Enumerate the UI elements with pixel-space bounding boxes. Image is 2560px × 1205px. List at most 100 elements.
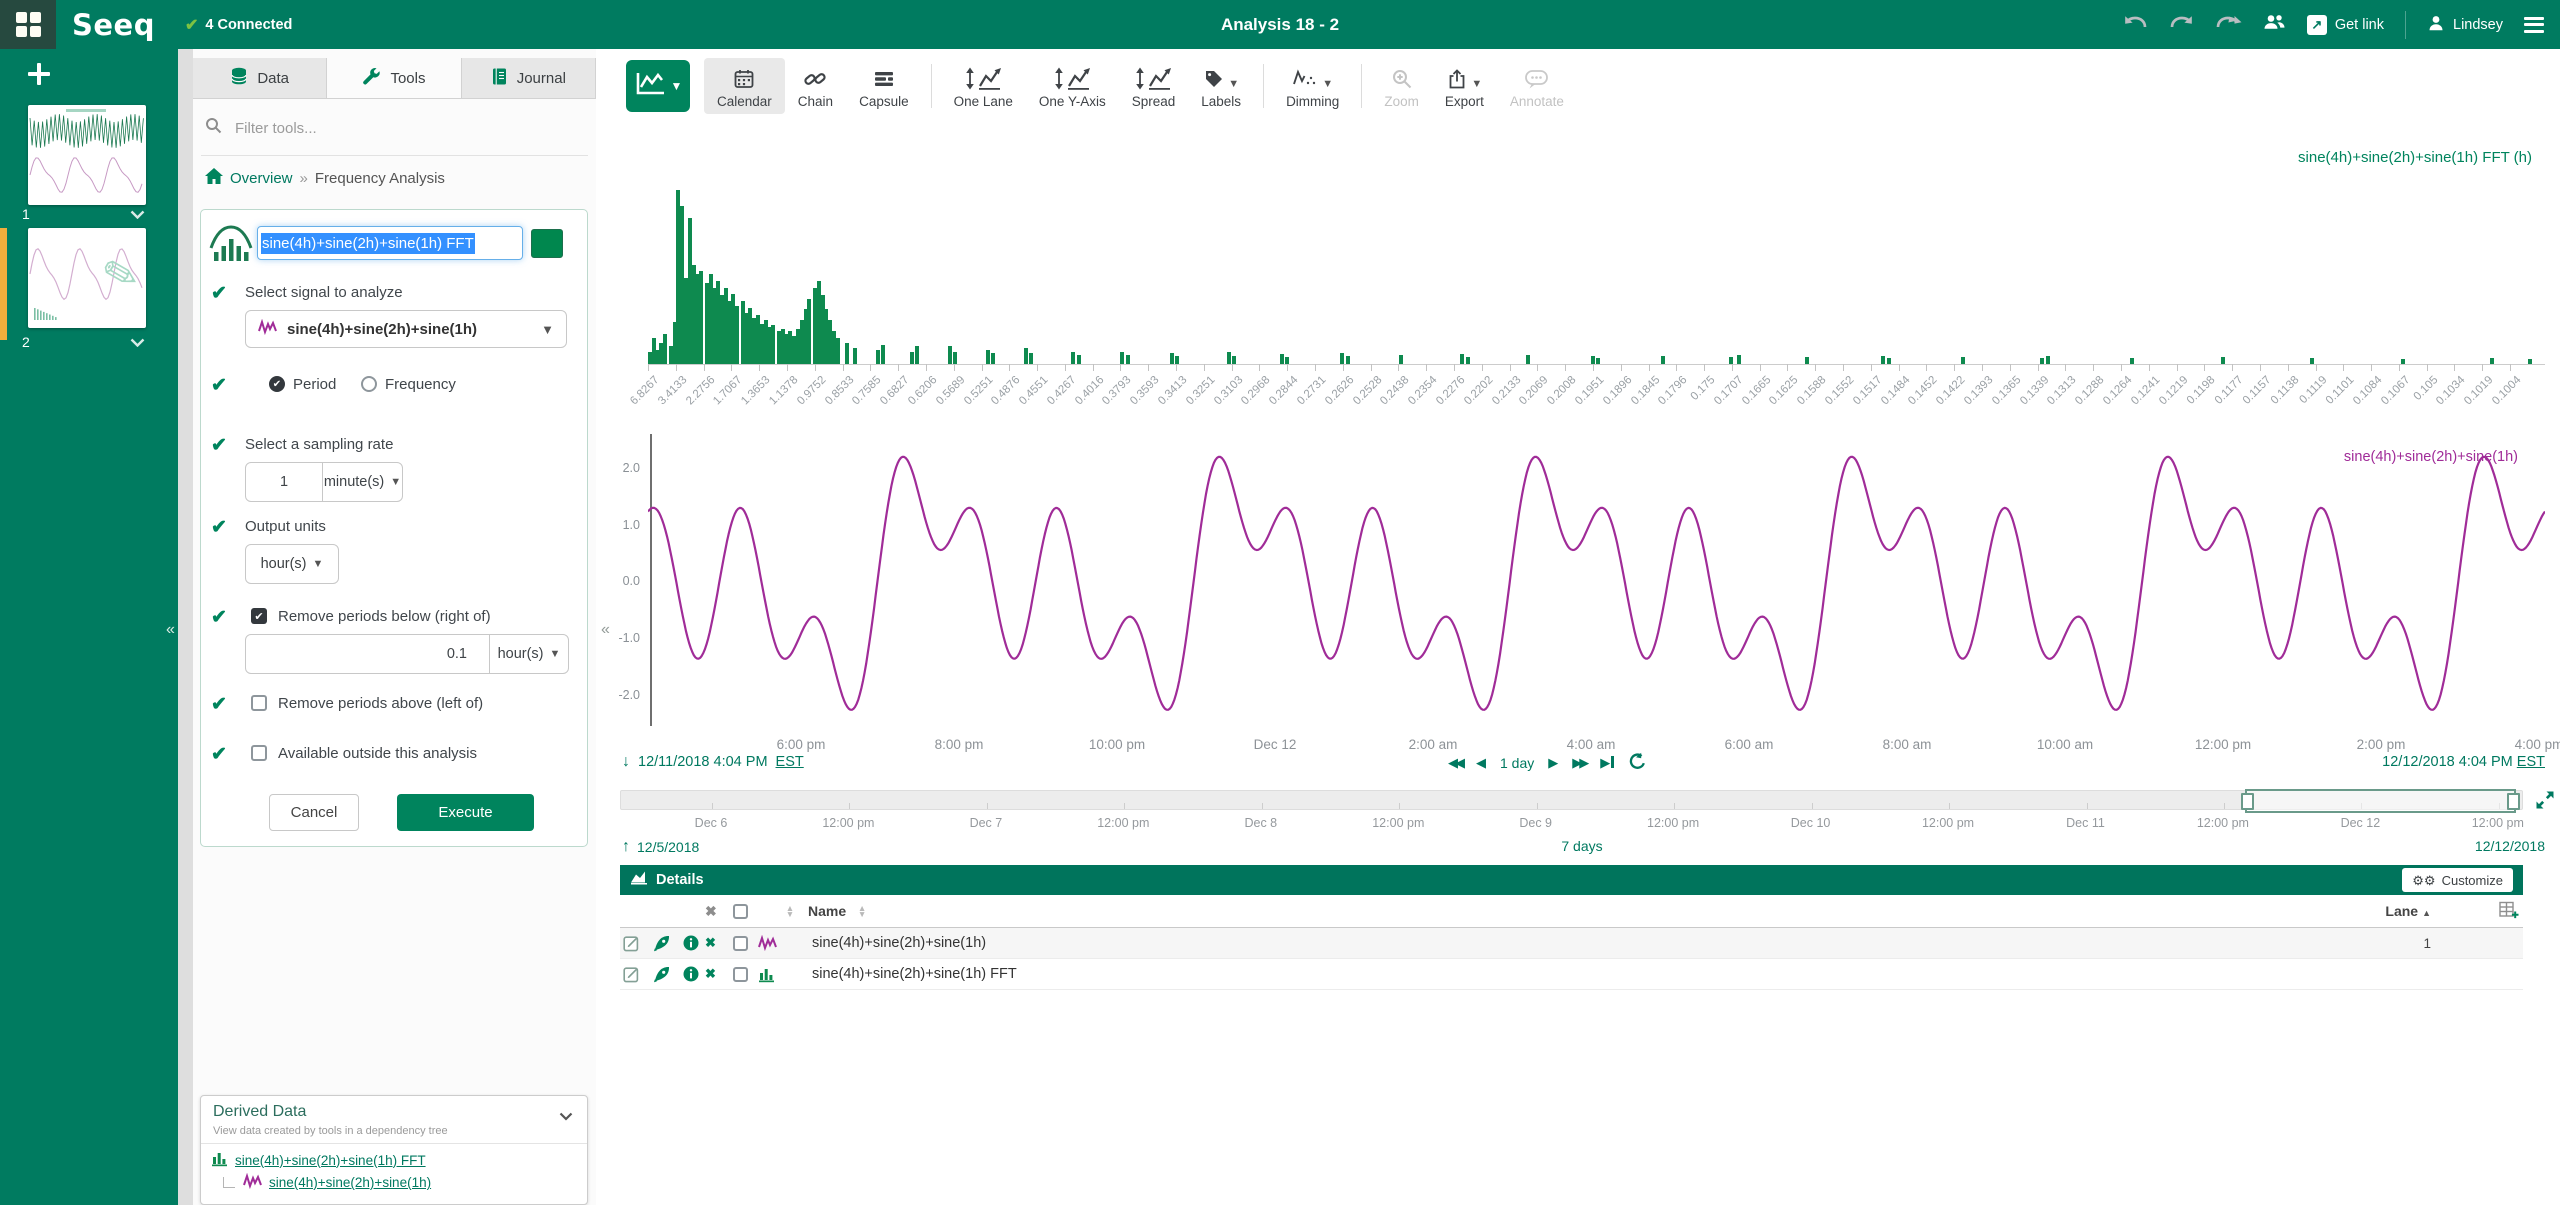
- fft-bar[interactable]: [784, 334, 789, 364]
- fft-bar[interactable]: [727, 300, 732, 364]
- fft-bar[interactable]: [807, 298, 812, 364]
- range-duration-link[interactable]: 1 day: [1500, 755, 1535, 771]
- home-grid-button[interactable]: [0, 0, 56, 49]
- name-column-header[interactable]: Name: [808, 903, 847, 919]
- edit-icon[interactable]: [623, 965, 653, 983]
- fft-bar[interactable]: [824, 309, 829, 364]
- fft-bar[interactable]: [767, 327, 772, 364]
- fft-bar[interactable]: [1660, 356, 1665, 364]
- signal-line-chart[interactable]: [647, 434, 2546, 726]
- fft-bar[interactable]: [1346, 356, 1350, 364]
- timezone-link[interactable]: EST: [2516, 754, 2545, 770]
- derived-item-link[interactable]: sine(4h)+sine(2h)+sine(1h): [269, 1175, 432, 1190]
- remove-below-input[interactable]: 0.1: [446, 646, 467, 662]
- forward-all-icon[interactable]: [2215, 12, 2242, 37]
- fft-bar[interactable]: [799, 320, 804, 364]
- sort-icon[interactable]: ▲ ▼: [785, 902, 795, 919]
- fft-bar[interactable]: [680, 205, 685, 364]
- step-forward-full-icon[interactable]: ▶▶: [1572, 755, 1589, 770]
- chevron-down-icon[interactable]: [130, 334, 145, 352]
- step-to-end-icon[interactable]: ▶: [1600, 755, 1615, 771]
- range-selector[interactable]: [2241, 789, 2520, 813]
- fft-bar[interactable]: [1226, 351, 1231, 364]
- fft-bar[interactable]: [816, 281, 821, 364]
- fft-bar[interactable]: [1175, 356, 1180, 364]
- toolbar-button-dimming[interactable]: ▼ Dimming: [1273, 58, 1352, 114]
- fft-bar[interactable]: [744, 313, 749, 364]
- remove-above-checkbox[interactable]: [251, 695, 267, 711]
- toolbar-button-capsule[interactable]: Capsule: [846, 58, 922, 114]
- remove-below-checkbox[interactable]: ✔: [251, 608, 267, 624]
- fft-bar[interactable]: [792, 335, 797, 364]
- remove-all-icon[interactable]: ✖: [705, 902, 717, 919]
- fft-bar[interactable]: [1070, 351, 1075, 364]
- toolbar-button-one-lane[interactable]: One Lane: [941, 58, 1026, 114]
- home-icon[interactable]: [205, 168, 223, 188]
- available-outside-checkbox[interactable]: [251, 745, 267, 761]
- refresh-icon[interactable]: [1628, 752, 1647, 774]
- fft-bar[interactable]: [2220, 357, 2225, 364]
- redo-icon[interactable]: [2169, 12, 2194, 37]
- signal-series-label[interactable]: sine(4h)+sine(2h)+sine(1h): [2343, 449, 2518, 465]
- worksheet-thumbnail-1[interactable]: [28, 105, 146, 205]
- fft-bar[interactable]: [735, 305, 740, 364]
- toolbar-button-one-y-axis[interactable]: One Y-Axis: [1026, 58, 1119, 114]
- chevron-down-icon[interactable]: [559, 1108, 573, 1126]
- fft-bar[interactable]: [704, 283, 709, 364]
- sampling-unit-select[interactable]: minute(s) ▼: [322, 463, 402, 501]
- color-swatch[interactable]: [531, 229, 563, 258]
- collapse-sidebar-icon[interactable]: «: [166, 621, 175, 638]
- select-all-checkbox[interactable]: [733, 903, 748, 919]
- filter-tools-input[interactable]: [233, 118, 584, 138]
- step-back-icon[interactable]: ◀: [1476, 755, 1486, 770]
- fft-bar[interactable]: [720, 295, 724, 364]
- cancel-button[interactable]: Cancel: [269, 794, 359, 831]
- breadcrumb-overview-link[interactable]: Overview: [230, 169, 293, 187]
- fft-bar[interactable]: [1399, 355, 1404, 364]
- toolbar-button-export[interactable]: ▼ Export: [1432, 58, 1497, 114]
- fft-bar[interactable]: [875, 349, 880, 364]
- fft-bar[interactable]: [687, 217, 692, 364]
- frequency-radio[interactable]: [361, 376, 377, 392]
- collaborators-icon[interactable]: [2263, 13, 2286, 36]
- chevron-down-icon[interactable]: [130, 206, 145, 224]
- fft-bar[interactable]: [1729, 357, 1734, 364]
- hamburger-menu[interactable]: [2524, 13, 2544, 36]
- fft-bar[interactable]: [831, 330, 836, 364]
- fft-bar[interactable]: [803, 309, 808, 364]
- fft-bar[interactable]: [699, 270, 704, 364]
- fft-bar[interactable]: [947, 346, 952, 364]
- fft-bar[interactable]: [1279, 354, 1284, 364]
- step-forward-icon[interactable]: ▶: [1548, 755, 1559, 770]
- output-units-select[interactable]: hour(s) ▼: [245, 544, 339, 584]
- fft-bar[interactable]: [1526, 355, 1531, 364]
- fft-bar[interactable]: [2040, 358, 2045, 364]
- toolbar-button-spread[interactable]: Spread: [1119, 58, 1189, 114]
- rocket-icon[interactable]: [653, 935, 683, 952]
- fft-bar[interactable]: [651, 337, 656, 364]
- fft-bar[interactable]: [695, 274, 700, 364]
- display-range-start[interactable]: ↓ 12/11/2018 4:04 PM EST: [622, 753, 804, 770]
- fft-bar[interactable]: [1023, 348, 1028, 364]
- fft-bar[interactable]: [647, 351, 652, 364]
- edit-icon[interactable]: [623, 934, 653, 952]
- tab-tools[interactable]: Tools: [327, 58, 462, 98]
- fft-bar[interactable]: [771, 325, 776, 364]
- tab-journal[interactable]: Journal: [461, 58, 596, 98]
- tab-data[interactable]: Data: [193, 58, 328, 98]
- lane-column-header[interactable]: Lane ▲: [2385, 903, 2431, 919]
- fft-bar[interactable]: [820, 295, 825, 364]
- result-name-input[interactable]: sine(4h)+sine(2h)+sine(1h) FFT: [257, 226, 523, 260]
- fft-bar[interactable]: [2527, 359, 2532, 364]
- fft-bar[interactable]: [788, 330, 793, 364]
- row-checkbox[interactable]: [733, 935, 748, 951]
- fft-bar[interactable]: [1590, 356, 1595, 364]
- timezone-link[interactable]: EST: [775, 754, 804, 770]
- signal-select[interactable]: sine(4h)+sine(2h)+sine(1h) ▼: [245, 310, 567, 348]
- fft-bar[interactable]: [740, 300, 745, 364]
- fft-bar[interactable]: [2309, 358, 2314, 364]
- fft-bar[interactable]: [672, 321, 677, 364]
- fft-bar[interactable]: [2400, 359, 2405, 364]
- worksheet-view-selector[interactable]: ▼: [626, 60, 690, 112]
- fft-bar[interactable]: [795, 328, 800, 364]
